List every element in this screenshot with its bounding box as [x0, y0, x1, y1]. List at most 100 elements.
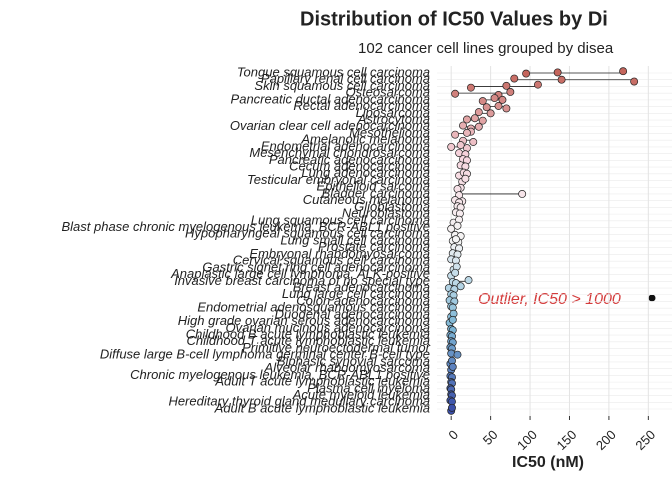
outlier-marker — [648, 294, 656, 302]
y-tick-label: Anaplastic large cell lymphoma, ALK-posi… — [170, 266, 430, 281]
y-tick-label: Lung large cell carcinoma — [282, 286, 430, 301]
point — [448, 362, 457, 371]
y-tick-label: Bladder carcinoma — [322, 185, 430, 200]
y-tick-label: Neuroblastoma — [342, 206, 430, 221]
y-tick-label: Glioblastoma — [354, 199, 430, 214]
point — [470, 114, 479, 123]
point — [447, 224, 456, 233]
y-tick-label: Primitive neuroectodermal tumor — [242, 340, 431, 355]
point — [478, 116, 487, 125]
point — [557, 75, 566, 84]
x-tick-label: 150 — [553, 427, 579, 453]
y-tick-label: Ovarian mucinous adenocarcinoma — [226, 320, 431, 335]
y-tick-label: Lung squamous cell carcinoma — [251, 212, 430, 227]
y-tick-label: Biphasic synovial sarcoma — [277, 353, 430, 368]
point — [486, 109, 495, 118]
point — [453, 350, 462, 359]
x-tick-label: 200 — [593, 427, 619, 453]
y-tick-label: Endometrial adenosquamous carcinoma — [197, 300, 430, 315]
y-tick-label: Adult B acute lymphoblastic leukemia — [214, 400, 430, 415]
y-tick-label: Pancreatic ductal adenocarcinoma — [231, 91, 430, 106]
point — [478, 97, 487, 106]
point — [448, 403, 456, 412]
y-tick-label: Mesothelioma — [349, 125, 430, 140]
point — [518, 190, 527, 198]
point — [461, 174, 470, 183]
point — [502, 81, 511, 90]
y-tick-label: Duodenal adenocarcinoma — [275, 306, 430, 321]
point — [510, 74, 519, 83]
y-tick-label: Astrocytoma — [357, 111, 430, 126]
y-tick-label: Amelanotic melanoma — [300, 132, 430, 147]
point — [553, 68, 562, 77]
chart-subtitle: 102 cancer cell lines grouped by disea — [358, 40, 614, 57]
y-tick-label: Chronic myelogenous leukemia, BCR-ABL1 p… — [130, 367, 430, 382]
point — [463, 128, 471, 137]
point — [463, 115, 471, 124]
y-tick-label: Gastric signet ring cell adenocarcinoma — [202, 259, 430, 274]
y-tick-label: Plasma cell myeloma — [307, 380, 430, 395]
y-tick-label: Endometrial adenocarcinoma — [261, 138, 430, 153]
y-tick-label: Diffuse large B-cell lymphoma germinal c… — [100, 347, 430, 362]
y-tick-label: Rectal adenocarcinoma — [293, 98, 430, 113]
annotation: Outlier, IC50 > 1000 — [478, 291, 621, 308]
y-tick-label: Tongue squamous cell carcinoma — [237, 64, 430, 79]
y-tick-label: Acute myeloid leukemia — [292, 387, 430, 402]
point — [464, 276, 473, 285]
y-tick-label: Papillary renal cell carcinoma — [261, 71, 430, 86]
x-tick-label: 100 — [514, 427, 540, 453]
y-tick-label: Alveolar rhabdomyosarcoma — [264, 360, 430, 375]
y-tick-label: Embryonal rhabdomyosarcoma — [249, 246, 430, 261]
x-axis-title: IC50 (nM) — [512, 454, 584, 471]
y-tick-label: Epithelioid sarcoma — [317, 179, 430, 194]
y-tick-label: Prostate carcinoma — [318, 239, 430, 254]
y-tick-label: Lung adenocarcinoma — [301, 165, 430, 180]
y-tick-label: Hereditary thyroid gland medullary carci… — [168, 394, 430, 409]
point — [456, 282, 465, 291]
y-tick-label: Osteosarcoma — [345, 85, 430, 100]
point — [490, 94, 499, 103]
y-tick-label: High grade ovarian serous adenocarcinoma — [178, 313, 430, 328]
point — [456, 141, 465, 150]
point — [630, 77, 639, 86]
point — [498, 95, 507, 104]
point — [451, 268, 460, 277]
y-tick-label: Childhood T acute lymphoblastic leukemia — [186, 333, 430, 348]
y-tick-label: Cutaneous melanoma — [303, 192, 430, 207]
x-tick-label: 50 — [480, 427, 501, 448]
point — [506, 88, 515, 96]
y-tick-label: Hypopharyngeal squamous cell carcinoma — [185, 226, 430, 241]
y-tick-label: Blast phase chronic myelogenous leukemia… — [61, 219, 430, 234]
y-tick-label: Breast adenocarcinoma — [293, 279, 430, 294]
x-tick-label: 0 — [445, 427, 461, 443]
y-tick-label: Ovarian clear cell adenocarcinoma — [230, 118, 430, 133]
y-tick-label: Liposarcoma — [356, 105, 430, 120]
point — [474, 108, 483, 117]
y-tick-label: Pancreatic adenocarcinoma — [269, 152, 430, 167]
point — [619, 67, 628, 76]
point — [494, 102, 503, 110]
point — [447, 349, 456, 358]
point — [469, 138, 478, 146]
y-tick-label: Invasive breast carcinoma of no special … — [174, 273, 430, 288]
y-tick-label: Childhood B acute lymphoblastic leukemia — [186, 327, 430, 342]
point — [451, 130, 460, 139]
y-tick-label: Lung small cell carcinoma — [280, 232, 430, 247]
y-tick-label: Cervical squamous cell carcinoma — [233, 253, 430, 268]
point — [522, 69, 531, 78]
point — [451, 89, 460, 98]
point — [474, 122, 483, 131]
point — [502, 104, 511, 113]
y-tick-label: Skin squamous cell carcinoma — [254, 78, 430, 93]
x-tick-label: 250 — [632, 427, 658, 453]
chart-title: Distribution of IC50 Values by Di — [300, 8, 608, 30]
point — [447, 142, 456, 151]
point — [453, 221, 462, 230]
point — [459, 121, 467, 130]
point — [533, 80, 542, 89]
point — [466, 83, 475, 92]
y-tick-label: Cecum adenocarcinoma — [289, 159, 430, 174]
y-tick-label: Mesenchymal chondrosarcoma — [249, 145, 430, 160]
point — [451, 235, 460, 244]
